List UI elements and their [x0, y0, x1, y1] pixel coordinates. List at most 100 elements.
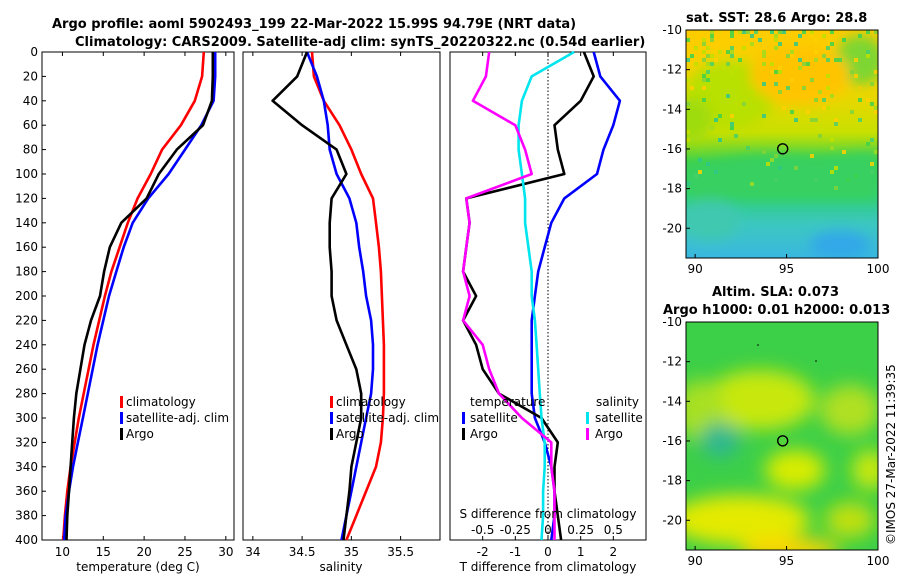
depth-tick-label: 400	[15, 533, 38, 547]
legend-label-s-argo: Argo	[595, 427, 623, 441]
legend-title-temperature: temperature	[470, 395, 545, 409]
legend-label-satellite-adj: satellite-adj. clim	[336, 411, 439, 425]
profile-line-satellite-adj	[305, 51, 375, 541]
depth-tick-label: 0	[30, 45, 38, 59]
s-tick-label: -0.25	[500, 523, 531, 537]
legend-label-argo: Argo	[336, 427, 364, 441]
lat-tick-label: -18	[662, 182, 682, 196]
salinity-axes-frame	[242, 51, 441, 541]
x-tick-label: 1	[577, 545, 585, 559]
lat-tick-label: -14	[662, 102, 682, 116]
legend-swatch-t-argo	[462, 428, 465, 440]
legend-swatch-s-argo	[586, 428, 589, 440]
s-tick-label: 0.5	[604, 523, 623, 537]
sla-map-title-line2: Argo h1000: 0.01 h2000: 0.013	[663, 303, 890, 318]
salinity-legend: climatology satellite-adj. clim Argo	[330, 395, 439, 441]
depth-tick-label: 360	[15, 484, 38, 498]
depth-tick-label: 20	[23, 69, 38, 83]
sst-map-axes: 90 95 100 -10 -12 -14 -16 -18 -20	[662, 23, 889, 276]
lon-tick-label: 100	[867, 262, 890, 276]
x-tick-label: 35	[344, 545, 359, 559]
sst-heatmap	[686, 30, 878, 258]
lon-tick-label: 100	[867, 554, 890, 568]
depth-tick-label: 200	[15, 289, 38, 303]
lat-tick-label: -18	[662, 474, 682, 488]
legend-label-argo: Argo	[126, 427, 154, 441]
x-tick-label: 34	[245, 545, 260, 559]
lon-tick-label: 90	[688, 554, 703, 568]
x-tick-label: -1	[509, 545, 521, 559]
sst-argo-location-marker	[777, 143, 789, 155]
lon-tick-label: 90	[688, 262, 703, 276]
s-tick-label: -0.5	[471, 523, 494, 537]
legend-swatch-t-satellite	[462, 412, 465, 424]
x-tick-label: 34.5	[289, 545, 316, 559]
copyright-label: ©IMOS 27-Mar-2022 11:39:35	[884, 364, 898, 545]
legend-label-satellite-adj: satellite-adj. clim	[126, 411, 229, 425]
lat-tick-label: -12	[662, 355, 682, 369]
s-difference-axis: -0.5 -0.25 0 0.25 0.5	[471, 523, 623, 537]
s-tick-label: 0.25	[567, 523, 594, 537]
depth-tick-label: 340	[15, 460, 38, 474]
difference-legend: temperature satellite Argo salinity sate…	[462, 395, 643, 441]
legend-swatch-climatology	[120, 396, 123, 408]
depth-tick-label: 220	[15, 313, 38, 327]
lat-tick-label: -16	[662, 142, 682, 156]
legend-label-climatology: climatology	[126, 395, 196, 409]
figure-title-line2: Climatology: CARS2009. Satellite-adj cli…	[75, 35, 645, 50]
sla-map: 90 95 100 -10 -12 -14 -16 -18 -20	[662, 315, 889, 568]
legend-swatch-argo	[330, 428, 333, 440]
temperature-x-label: temperature (deg C)	[76, 560, 199, 574]
lat-tick-label: -10	[662, 315, 682, 329]
figure-title-line1: Argo profile: aoml 5902493_199 22-Mar-20…	[52, 17, 576, 32]
profile-line-s-argo	[461, 51, 556, 540]
sla-map-axes: 90 95 100 -10 -12 -14 -16 -18 -20	[662, 315, 889, 568]
temperature-x-axis: 10 15 20 25 30	[55, 52, 233, 559]
salinity-x-label: salinity	[319, 560, 362, 574]
sst-pixel-noise	[686, 30, 878, 190]
profile-line-argo	[65, 52, 215, 541]
lat-tick-label: -16	[662, 434, 682, 448]
x-tick-label: -2	[477, 545, 489, 559]
legend-label-s-satellite: satellite	[595, 411, 643, 425]
x-tick-label: 20	[136, 545, 151, 559]
legend-swatch-satellite-adj	[120, 412, 123, 424]
legend-label-t-satellite: satellite	[470, 411, 518, 425]
lon-tick-label: 95	[779, 554, 794, 568]
lat-tick-label: -20	[662, 221, 682, 235]
difference-profiles	[461, 50, 622, 541]
depth-tick-label: 160	[15, 240, 38, 254]
legend-label-climatology: climatology	[336, 395, 406, 409]
depth-tick-label: 140	[15, 216, 38, 230]
sla-map-frame	[685, 321, 879, 551]
depth-tick-label: 40	[23, 94, 38, 108]
sla-map-title-line1: Altim. SLA: 0.073	[712, 285, 839, 300]
profile-line-climatology	[310, 51, 386, 541]
lat-tick-label: -14	[662, 394, 682, 408]
salinity-profiles	[271, 51, 386, 541]
depth-tick-label: 240	[15, 338, 38, 352]
profile-line-t-argo	[461, 51, 596, 541]
depth-axis: 0 20 40 60 80 100 120 140 160 180 200 220 240 260 280 3…	[15, 45, 46, 547]
depth-tick-label: 120	[15, 191, 38, 205]
lat-tick-label: -12	[662, 63, 682, 77]
temperature-legend: climatology satellite-adj. clim Argo	[120, 395, 229, 441]
x-tick-label: 35.5	[387, 545, 414, 559]
depth-tick-label: 320	[15, 435, 38, 449]
salinity-panel: 34 34.5 35 35.5 salinity climatology satell…	[242, 51, 441, 574]
x-tick-label: 25	[177, 545, 192, 559]
x-tick-label: 30	[218, 545, 233, 559]
sst-map: 90 95 100 -10 -12 -14 -16 -18 -20	[662, 23, 889, 276]
x-tick-label: 0	[544, 545, 552, 559]
depth-tick-label: 260	[15, 362, 38, 376]
lat-tick-label: -10	[662, 23, 682, 37]
temperature-panel: 0 20 40 60 80 100 120 140 160 180 200 220 240 260 280 3…	[15, 45, 235, 574]
legend-title-salinity: salinity	[596, 395, 639, 409]
sla-argo-location-marker	[777, 435, 789, 447]
lon-tick-label: 95	[779, 262, 794, 276]
s-difference-axis-label: S difference from climatology	[460, 507, 637, 521]
legend-swatch-climatology	[330, 396, 333, 408]
legend-label-t-argo: Argo	[470, 427, 498, 441]
temperature-profiles	[61, 51, 217, 541]
